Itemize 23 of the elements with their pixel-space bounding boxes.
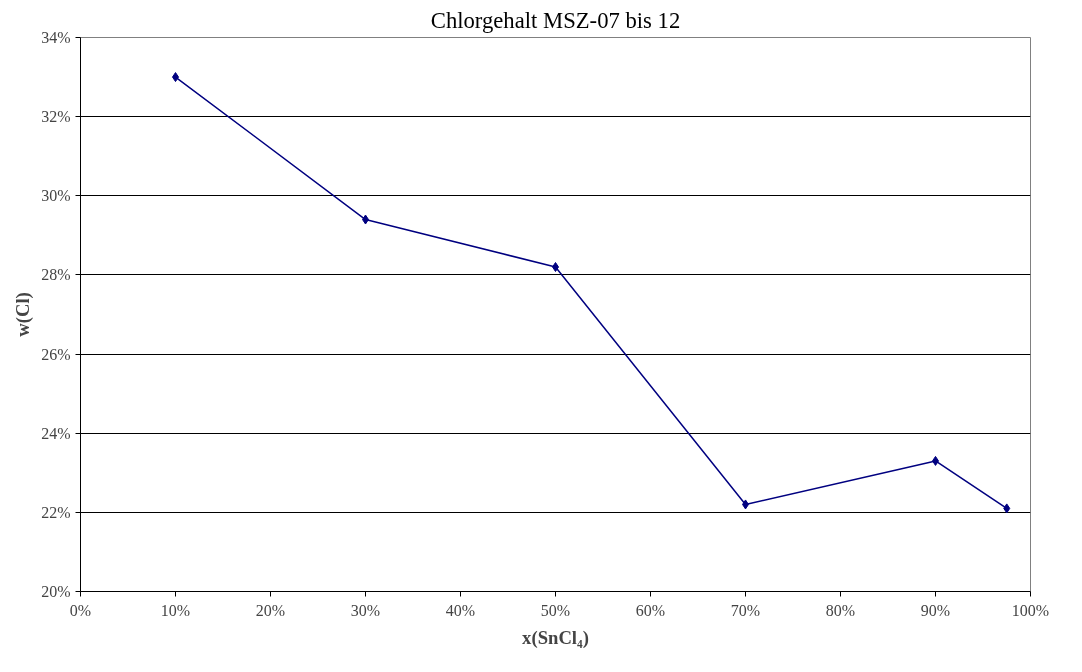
x-tick-label: 80% (825, 601, 856, 619)
x-tick-label: 100% (1011, 601, 1050, 619)
y-tick-label: 34% (41, 29, 71, 46)
chart-title: Chlorgehalt MSZ-07 bis 12 (430, 7, 681, 33)
x-tick-label: 70% (730, 601, 761, 619)
y-axis-title: w(Cl) (12, 292, 35, 337)
y-tick-label: 22% (41, 503, 71, 521)
x-axis-title: x(SnCl₄) (522, 626, 589, 649)
y-tick-label: 32% (41, 108, 71, 126)
x-tick-label: 0% (69, 601, 92, 619)
y-tick-label: 20% (41, 583, 71, 600)
x-tick-label: 40% (445, 601, 476, 619)
point (1003, 503, 1011, 514)
y-tick-label: 28% (41, 266, 71, 284)
x-tick-label: 10% (160, 601, 191, 619)
x-tick-label: 90% (920, 601, 951, 619)
y-tick-label: 26% (41, 345, 71, 363)
y-tick-label: 30% (41, 187, 71, 205)
x-tick-label: 30% (350, 601, 381, 619)
y-tick-label: 24% (41, 424, 71, 442)
x-tick-label: 50% (540, 601, 571, 619)
x-tick-label: 20% (255, 601, 286, 619)
x-tick-label: 60% (635, 601, 666, 619)
